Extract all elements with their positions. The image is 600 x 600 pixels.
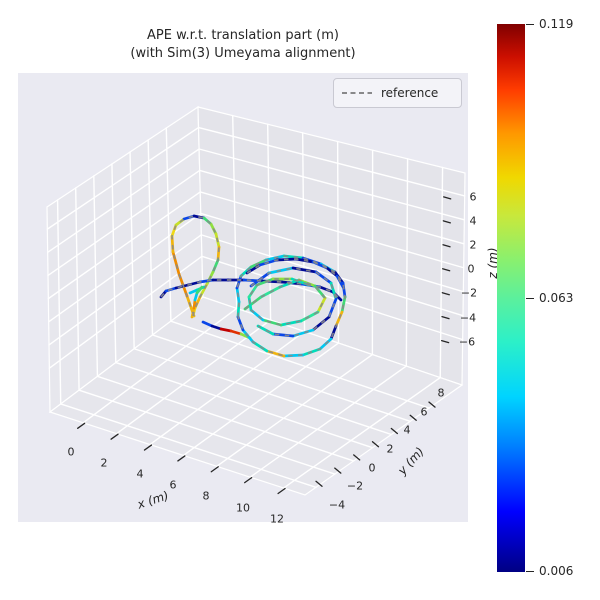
y-tick-label: 6: [420, 405, 428, 419]
plot-title-line2: (with Sim(3) Umeyama alignment): [130, 46, 356, 61]
x-tick-label: 6: [169, 478, 177, 492]
z-tick-label: 0: [467, 262, 475, 276]
x-tick-label: 12: [270, 512, 284, 526]
colorbar-label-max: 0.119: [539, 17, 574, 31]
plot-title-line1: APE w.r.t. translation part (m): [147, 28, 339, 43]
colorbar-tick-bottom: [526, 571, 534, 572]
y-tick-label: −4: [328, 498, 346, 512]
y-tick-label: 8: [437, 386, 445, 400]
z-tick-label: 4: [469, 214, 477, 228]
z-tick-label: 6: [469, 190, 477, 204]
colorbar: [497, 24, 525, 572]
legend-label: reference: [381, 86, 439, 100]
x-tick-label: 4: [136, 467, 144, 481]
legend-box: reference: [333, 78, 462, 108]
plot-title: APE w.r.t. translation part (m) (with Si…: [0, 27, 486, 63]
z-tick-label: −4: [459, 311, 477, 325]
colorbar-tick-top: [526, 24, 534, 25]
colorbar-tick-mid: [526, 298, 534, 299]
x-tick-label: 0: [67, 445, 75, 459]
z-tick-label: −6: [458, 335, 476, 349]
z-tick-label: 2: [469, 238, 477, 252]
x-tick-label: 8: [202, 489, 210, 503]
y-tick-label: 0: [368, 461, 376, 475]
y-tick-label: −2: [346, 479, 364, 493]
colorbar-label-min: 0.006: [539, 564, 574, 578]
colorbar-label-mid: 0.063: [539, 291, 574, 305]
z-tick-label: −2: [460, 286, 478, 300]
legend-dashed-line-sample: [342, 92, 372, 94]
y-tick-label: 4: [403, 423, 411, 437]
y-tick-label: 2: [386, 442, 394, 456]
x-tick-label: 10: [236, 501, 250, 515]
x-tick-label: 2: [100, 456, 108, 470]
